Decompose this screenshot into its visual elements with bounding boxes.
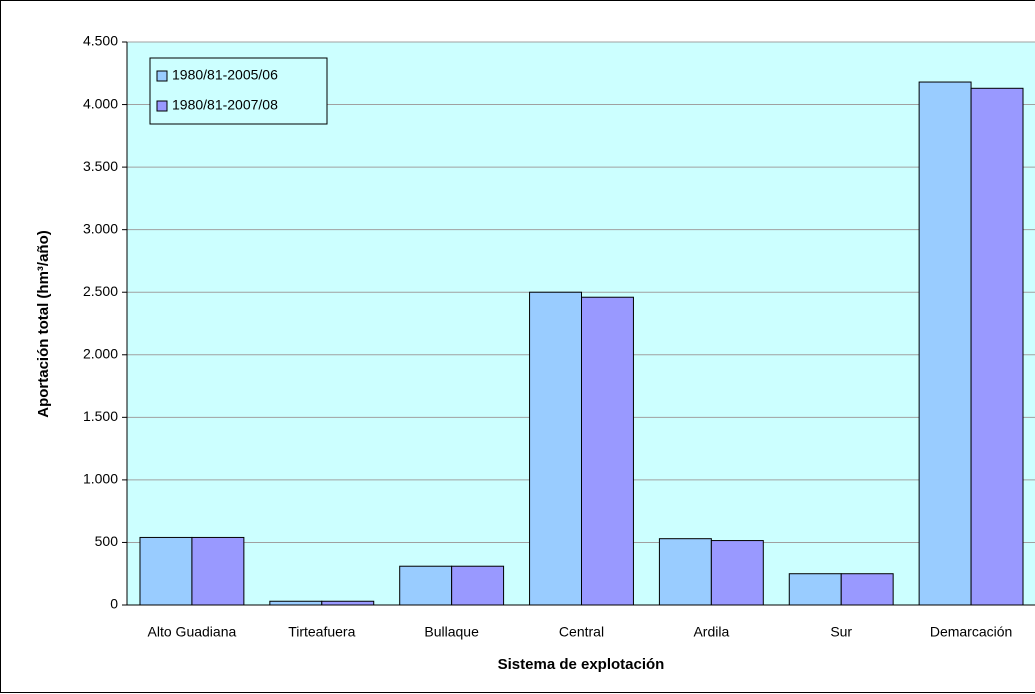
legend-swatch — [156, 70, 168, 82]
bar — [139, 536, 193, 606]
legend-box — [149, 57, 328, 125]
y-tick-label: 1.500 — [83, 408, 118, 424]
x-tick-label: Bullaque — [424, 624, 479, 640]
bar — [451, 565, 505, 606]
bar — [788, 573, 842, 606]
y-tick-label: 4.000 — [83, 95, 118, 111]
y-tick-label: 0 — [110, 596, 118, 612]
y-tick-label: 3.500 — [83, 158, 118, 174]
x-tick-label: Alto Guadiana — [148, 624, 237, 640]
bar — [191, 536, 245, 606]
bar — [321, 600, 375, 606]
x-axis-title: Sistema de explotación — [498, 656, 665, 673]
x-tick-label: Central — [559, 624, 604, 640]
bar — [840, 573, 894, 606]
y-tick-label: 2.000 — [83, 345, 118, 361]
x-tick-label: Ardila — [693, 624, 729, 640]
x-tick-label: Tirteafuera — [288, 624, 355, 640]
y-tick-label: 2.500 — [83, 283, 118, 299]
legend-label: 1980/81-2007/08 — [172, 97, 278, 113]
y-axis-title: Aportación total (hm³/año) — [35, 230, 52, 418]
y-tick-label: 500 — [95, 533, 119, 549]
bar — [658, 538, 712, 606]
bar — [269, 600, 323, 606]
bar — [581, 296, 634, 606]
bar — [529, 291, 582, 606]
bar — [399, 565, 453, 606]
x-tick-label: Sur — [830, 624, 852, 640]
legend-swatch — [156, 100, 168, 112]
legend-label: 1980/81-2005/06 — [172, 67, 278, 83]
bar — [918, 81, 972, 606]
y-tick-label: 4.500 — [83, 33, 118, 49]
y-tick-label: 1.000 — [83, 471, 118, 487]
x-tick-label: Demarcación — [930, 624, 1012, 640]
bar — [970, 87, 1024, 606]
y-tick-label: 3.000 — [83, 220, 118, 236]
bar — [710, 540, 764, 606]
